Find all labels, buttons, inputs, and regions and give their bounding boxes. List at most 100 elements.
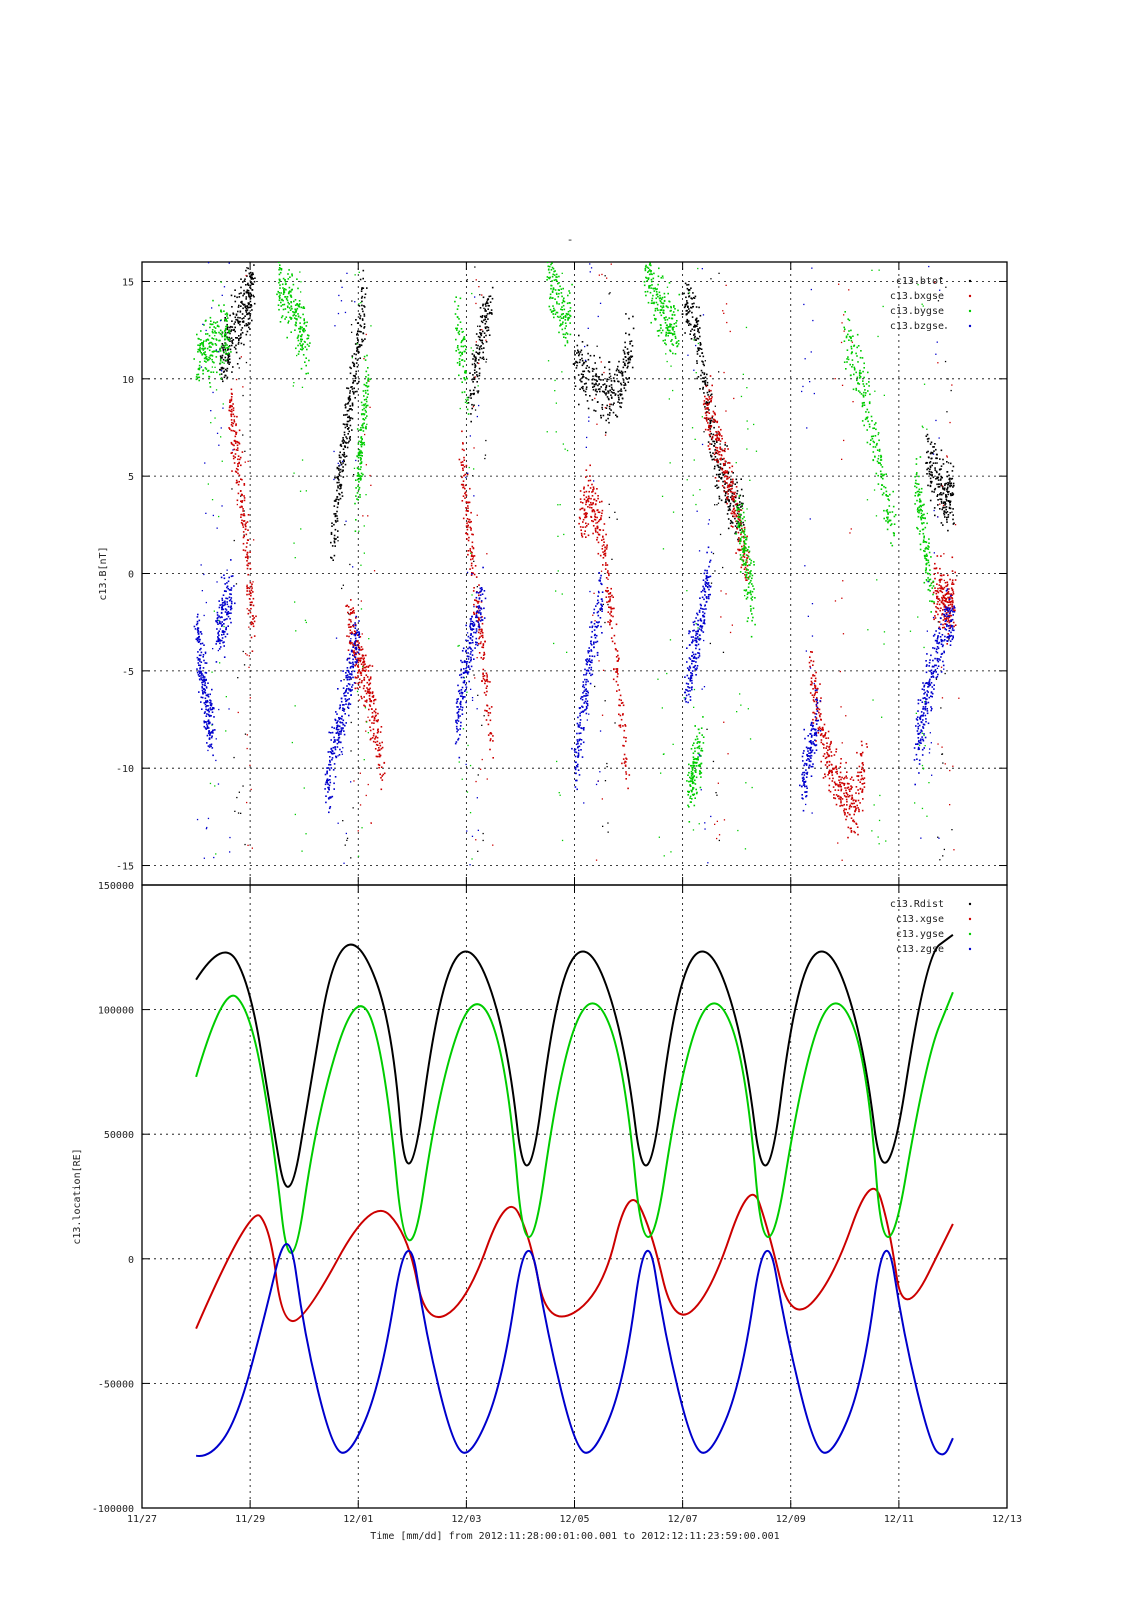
data-point (486, 710, 488, 712)
data-point (627, 366, 629, 368)
data-point (708, 426, 710, 428)
data-point (473, 394, 475, 396)
data-point (364, 323, 366, 325)
data-point (941, 667, 942, 668)
data-point (360, 302, 361, 303)
data-point (297, 313, 299, 315)
data-point (685, 306, 687, 308)
data-point (364, 434, 365, 435)
data-point (355, 319, 357, 321)
data-point (243, 495, 245, 497)
data-point (243, 290, 245, 292)
data-point (245, 526, 247, 528)
data-point (940, 707, 941, 708)
data-point (593, 525, 595, 527)
data-point (250, 624, 252, 626)
data-point (734, 518, 736, 520)
data-point (694, 758, 696, 760)
data-point (472, 534, 474, 536)
data-point (679, 294, 681, 296)
data-point (304, 330, 306, 332)
data-point (706, 420, 708, 422)
data-point (246, 546, 248, 548)
data-point (224, 363, 225, 364)
data-point (931, 491, 933, 493)
data-point (715, 406, 716, 407)
data-point (841, 777, 843, 779)
data-point (598, 534, 600, 536)
data-point (606, 548, 608, 550)
data-point (661, 315, 663, 317)
data-point (687, 288, 689, 290)
data-point (597, 495, 599, 497)
data-point (223, 371, 225, 373)
data-point (590, 498, 592, 500)
data-point (845, 775, 847, 777)
data-point (233, 455, 235, 457)
data-point (710, 401, 712, 403)
data-point (231, 430, 233, 432)
data-point (340, 484, 342, 486)
data-point (351, 642, 353, 644)
data-point (298, 351, 300, 353)
data-point (623, 737, 625, 739)
data-point (707, 392, 709, 394)
data-point (691, 798, 693, 800)
top-y-axis-label: c13.B[nT] (98, 546, 109, 600)
data-point (380, 731, 382, 733)
data-point (834, 754, 836, 756)
data-point (582, 365, 584, 367)
data-point (551, 280, 553, 282)
data-point (345, 403, 347, 405)
data-point (866, 746, 868, 748)
data-point (206, 368, 208, 370)
data-point (646, 244, 648, 246)
data-point (730, 491, 732, 493)
data-point (947, 575, 949, 577)
data-point (288, 269, 290, 271)
data-point (373, 741, 375, 743)
data-point (461, 464, 463, 466)
data-point (225, 343, 227, 345)
data-point (242, 395, 243, 396)
data-point (247, 307, 249, 309)
data-point (235, 442, 237, 444)
data-point (560, 316, 562, 318)
data-point (696, 325, 698, 327)
data-point (580, 529, 582, 531)
data-point (204, 348, 206, 350)
data-point (670, 462, 671, 463)
data-point (283, 278, 285, 280)
data-point (216, 344, 218, 346)
data-point (573, 363, 575, 365)
data-point (252, 272, 254, 274)
data-point (370, 485, 371, 486)
data-point (653, 278, 655, 280)
data-point (738, 537, 740, 539)
data-point (208, 359, 210, 361)
data-point (455, 328, 457, 330)
data-point (224, 375, 226, 377)
data-point (278, 269, 280, 271)
data-point (236, 432, 238, 434)
data-point (280, 305, 282, 307)
data-point (831, 772, 833, 774)
data-point (300, 345, 302, 347)
data-point (930, 486, 932, 488)
data-point (343, 585, 344, 586)
data-point (937, 362, 938, 363)
data-point (725, 475, 727, 477)
data-point (367, 405, 369, 407)
data-point (611, 387, 613, 389)
data-point (618, 381, 620, 383)
data-point (715, 456, 717, 458)
data-point (284, 318, 286, 320)
data-point (370, 738, 372, 740)
data-point (633, 328, 635, 330)
data-point (650, 285, 652, 287)
data-point (611, 559, 612, 560)
data-point (936, 596, 938, 598)
data-point (727, 498, 729, 500)
data-point (334, 542, 336, 544)
